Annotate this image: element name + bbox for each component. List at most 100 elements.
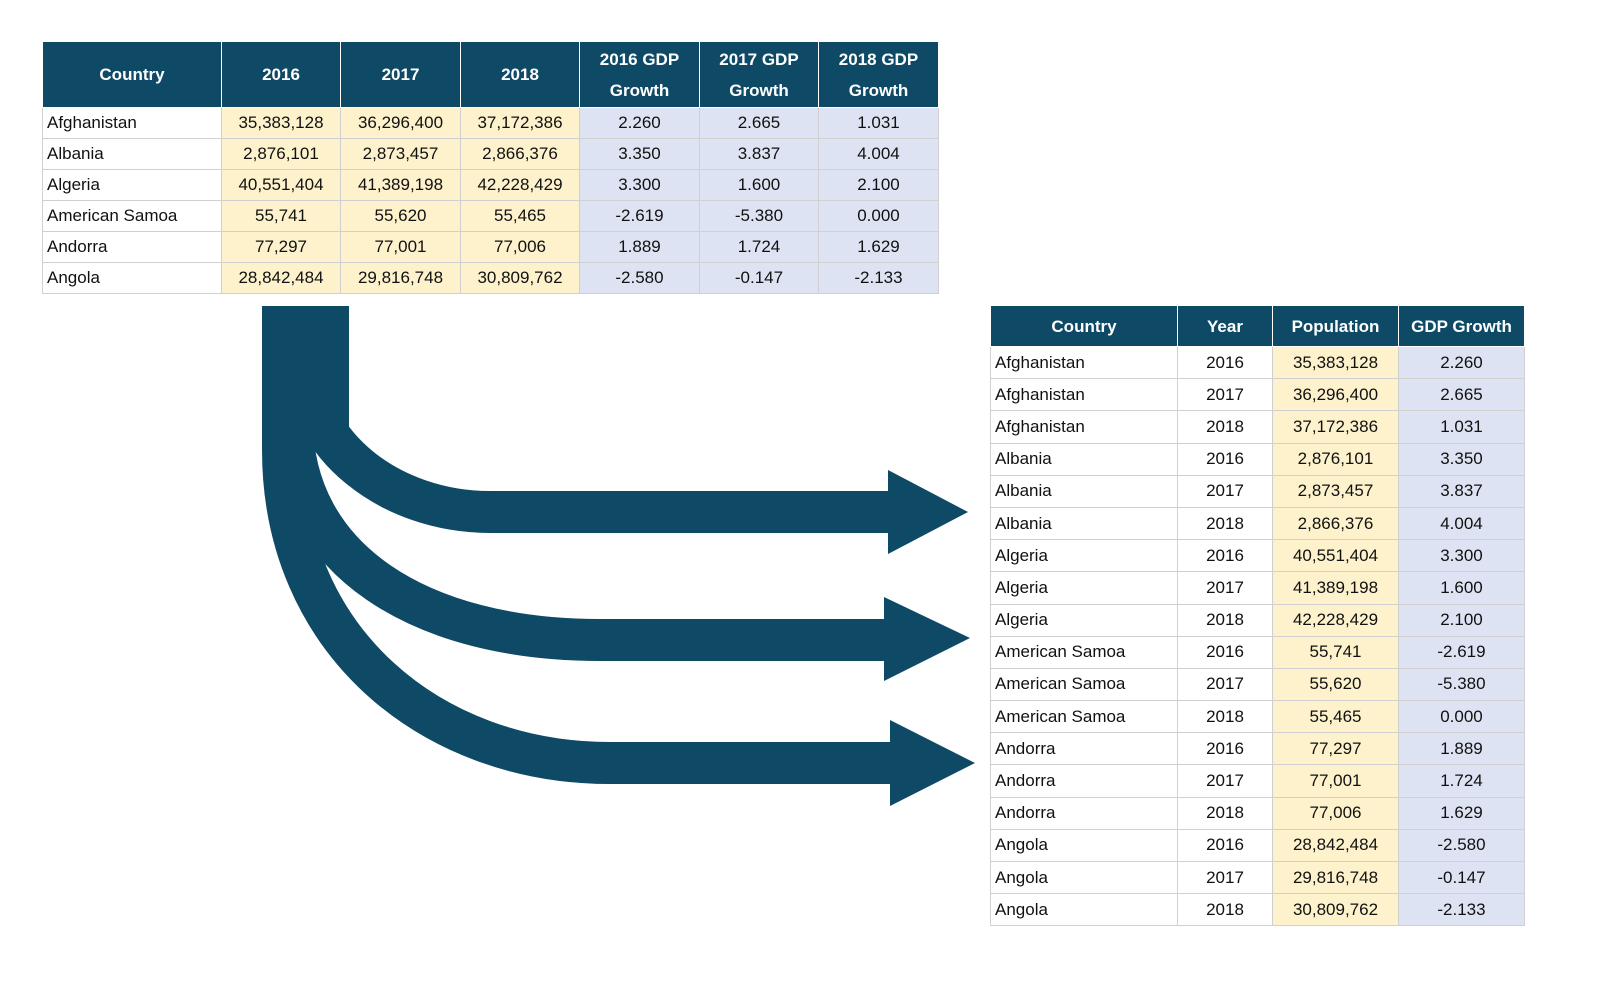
cell: 1.724 xyxy=(699,231,819,263)
cell: 35,383,128 xyxy=(221,107,341,139)
cell: 1.600 xyxy=(1398,571,1525,605)
table-row: Algeria 2018 42,228,429 2.100 xyxy=(990,603,1525,637)
cell: 36,296,400 xyxy=(1272,378,1399,412)
cell: American Samoa xyxy=(990,700,1178,734)
cell: 2018 xyxy=(1177,700,1273,734)
cell: 29,816,748 xyxy=(340,262,461,294)
cell: 2016 xyxy=(1177,442,1273,476)
cell: 1.629 xyxy=(1398,796,1525,830)
cell: 29,816,748 xyxy=(1272,860,1399,895)
cell: 2.665 xyxy=(1398,378,1525,412)
cell: Algeria xyxy=(990,539,1178,573)
cell: Angola xyxy=(42,262,222,294)
cell: 3.837 xyxy=(1398,474,1525,508)
arrow-head xyxy=(890,720,975,806)
cell: 42,228,429 xyxy=(460,169,580,201)
cell: 2017 xyxy=(1177,667,1273,702)
cell: Albania xyxy=(42,138,222,170)
cell: 55,741 xyxy=(1272,635,1399,669)
header-cell: Country xyxy=(42,41,222,108)
table-row: Algeria 2016 40,551,404 3.300 xyxy=(990,539,1525,573)
cell: 2017 xyxy=(1177,378,1273,412)
cell: 2017 xyxy=(1177,474,1273,508)
cell: 35,383,128 xyxy=(1272,345,1399,380)
cell: 2016 xyxy=(1177,828,1273,863)
table-row: Angola 28,842,484 29,816,748 30,809,762 -2.5… xyxy=(42,262,939,294)
cell: Angola xyxy=(990,893,1178,927)
cell: 1.724 xyxy=(1398,764,1525,798)
arrow-trunk xyxy=(262,306,349,446)
cell: 2,866,376 xyxy=(1272,506,1399,541)
cell: -0.147 xyxy=(699,262,819,294)
cell: -2.619 xyxy=(579,200,700,232)
cell: Andorra xyxy=(42,231,222,263)
cell: 30,809,762 xyxy=(1272,893,1399,927)
cell: 2,876,101 xyxy=(221,138,341,170)
cell: 2018 xyxy=(1177,893,1273,927)
cell: -0.147 xyxy=(1398,860,1525,895)
table-row: Afghanistan 2018 37,172,386 1.031 xyxy=(990,410,1525,444)
cell: Angola xyxy=(990,860,1178,895)
cell: 77,006 xyxy=(460,231,580,263)
cell: 3.350 xyxy=(579,138,700,170)
table-row: Albania 2,876,101 2,873,457 2,866,376 3.350 3… xyxy=(42,138,939,170)
table-row: Albania 2016 2,876,101 3.350 xyxy=(990,442,1525,476)
cell: Albania xyxy=(990,442,1178,476)
cell: 3.300 xyxy=(1398,539,1525,573)
cell: -5.380 xyxy=(699,200,819,232)
cell: 40,551,404 xyxy=(1272,539,1399,573)
long-table: Country Year Population GDP Growth Afghanist… xyxy=(990,305,1525,927)
cell: 1.600 xyxy=(699,169,819,201)
cell: 2017 xyxy=(1177,571,1273,605)
cell: 77,001 xyxy=(340,231,461,263)
cell: 41,389,198 xyxy=(1272,571,1399,605)
cell: Angola xyxy=(990,828,1178,863)
header-cell: 2018 xyxy=(460,41,580,108)
header-cell: 2016 GDP Growth xyxy=(579,41,700,108)
cell: 28,842,484 xyxy=(221,262,341,294)
header-row: Country Year Population GDP Growth xyxy=(990,305,1525,347)
cell: 2018 xyxy=(1177,796,1273,830)
cell: 2,876,101 xyxy=(1272,442,1399,476)
cell: Andorra xyxy=(990,764,1178,798)
cell: 2.260 xyxy=(1398,345,1525,380)
cell: Albania xyxy=(990,506,1178,541)
table-row: American Samoa 2018 55,465 0.000 xyxy=(990,700,1525,734)
cell: 2018 xyxy=(1177,603,1273,637)
cell: 1.031 xyxy=(818,107,939,139)
cell: -2.580 xyxy=(579,262,700,294)
cell: Afghanistan xyxy=(990,345,1178,380)
table-row: Algeria 2017 41,389,198 1.600 xyxy=(990,571,1525,605)
cell: 28,842,484 xyxy=(1272,828,1399,863)
table-row: Andorra 2018 77,006 1.629 xyxy=(990,796,1525,830)
cell: 3.350 xyxy=(1398,442,1525,476)
cell: 3.837 xyxy=(699,138,819,170)
table-row: Albania 2018 2,866,376 4.004 xyxy=(990,506,1525,541)
cell: American Samoa xyxy=(990,635,1178,669)
cell: 1.889 xyxy=(579,231,700,263)
cell: 2016 xyxy=(1177,539,1273,573)
header-row: Country 2016 2017 2018 2016 GDP Growth 2017 G… xyxy=(42,41,939,108)
arrow-shaft xyxy=(284,306,892,533)
cell: Andorra xyxy=(990,796,1178,830)
header-cell: 2017 GDP Growth xyxy=(699,41,819,108)
cell: 2,866,376 xyxy=(460,138,580,170)
cell: 0.000 xyxy=(1398,700,1525,734)
cell: 2.100 xyxy=(1398,603,1525,637)
cell: Algeria xyxy=(990,603,1178,637)
cell: 55,620 xyxy=(1272,667,1399,702)
wide-table: Country 2016 2017 2018 2016 GDP Growth 2017 G… xyxy=(42,41,939,294)
arrow-head xyxy=(888,470,968,554)
cell: Afghanistan xyxy=(990,378,1178,412)
cell: Afghanistan xyxy=(990,410,1178,444)
cell: American Samoa xyxy=(990,667,1178,702)
cell: -2.580 xyxy=(1398,828,1525,863)
header-cell: 2018 GDP Growth xyxy=(818,41,939,108)
cell: -2.133 xyxy=(1398,893,1525,927)
cell: 1.629 xyxy=(818,231,939,263)
table-row: Angola 2017 29,816,748 -0.147 xyxy=(990,860,1525,895)
cell: 42,228,429 xyxy=(1272,603,1399,637)
cell: 2018 xyxy=(1177,410,1273,444)
